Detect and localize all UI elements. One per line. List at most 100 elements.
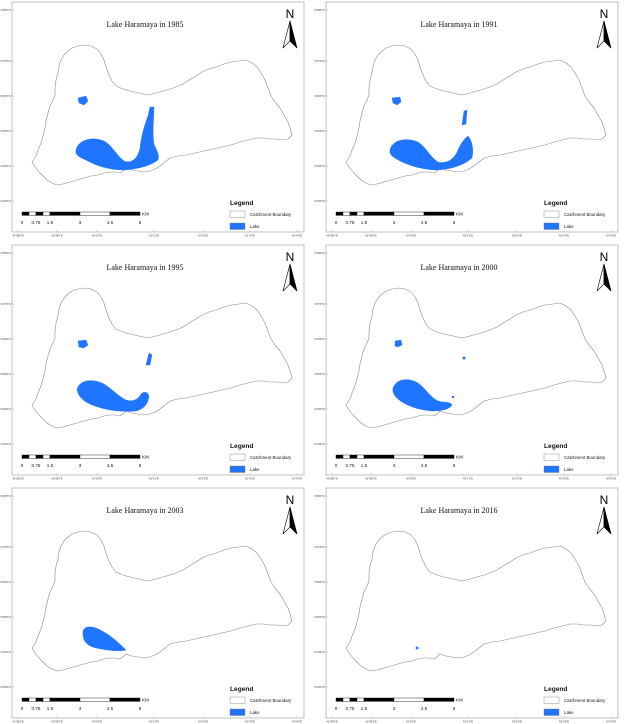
map-panel: 9°28'0"N 9°27'0"N 9°26'0"N 9°25'0"N 9°24'0"N…: [314, 486, 620, 724]
longitude-label: 42°4'0"E: [292, 720, 302, 724]
latitude-label: 9°26'0"N: [315, 94, 325, 98]
longitude-label: 42°1'0"E: [463, 477, 473, 481]
longitude-label: 42°1'0"E: [149, 720, 159, 724]
legend-swatch: [229, 210, 246, 218]
map-legend: Legend Catchment Boundary Lake: [543, 443, 606, 473]
north-arrow-right-half: [289, 20, 298, 49]
north-arrow: N: [282, 250, 298, 292]
scale-bar-segment: [42, 211, 51, 216]
latitude-label: 9°26'0"N: [1, 337, 11, 341]
scale-bar-segment: [349, 697, 358, 702]
scale-bar-label: 0: [335, 463, 338, 468]
map-panel: 9°28'0"N 9°27'0"N 9°26'0"N 9°25'0"N 9°24'0"N…: [0, 0, 306, 238]
north-arrow-right-half: [603, 20, 612, 49]
north-arrow: N: [596, 250, 612, 292]
map-svg: 9°28'0"N 9°27'0"N 9°26'0"N 9°25'0"N 9°24'0"N…: [315, 487, 619, 724]
lake-area: [145, 352, 153, 366]
longitude-label: 42°2'0"E: [512, 477, 522, 481]
longitude-label: 42°2'0"E: [512, 234, 522, 238]
latitude-label: 9°24'0"N: [1, 650, 11, 654]
north-label: N: [286, 493, 295, 507]
lake-area: [389, 135, 473, 171]
legend-item-label: Catchment Boundary: [564, 698, 606, 703]
scale-bar-label: 1.5: [47, 706, 54, 711]
legend-item-label: Lake: [564, 224, 574, 229]
legend-item-label: Lake: [250, 710, 260, 715]
scale-bar-segment: [42, 697, 51, 702]
legend-swatch: [229, 696, 246, 704]
lake-area: [77, 95, 89, 106]
north-arrow-right-half: [603, 506, 612, 535]
map-title: Lake Haramaya in 1985: [106, 20, 183, 29]
scale-bar-unit: KM: [456, 455, 463, 460]
north-arrow-right-half: [289, 506, 298, 535]
longitude-label: 41°59'0"E: [365, 234, 377, 238]
scale-bar-label: 3: [393, 463, 396, 468]
scale-bar-segment: [109, 211, 141, 216]
scale-bar-segment: [28, 697, 37, 702]
longitude-label: 42°0'0"E: [406, 477, 416, 481]
lake-area: [77, 339, 89, 349]
latitude-label: 9°23'0"N: [315, 199, 325, 203]
scale-bar-label: 3: [79, 463, 82, 468]
map-title: Lake Haramaya in 2000: [420, 263, 497, 272]
scale-bar-label: 0.75: [32, 706, 41, 711]
map-panel: 9°28'0"N 9°27'0"N 9°26'0"N 9°25'0"N 9°24'0"N…: [314, 0, 620, 238]
scale-bar-label: 1.5: [361, 220, 368, 225]
scale-bar-segment: [393, 697, 425, 702]
scale-bar-label: 0: [335, 220, 338, 225]
latitude-label: 9°27'0"N: [1, 59, 11, 63]
longitude-label: 42°4'0"E: [292, 234, 302, 238]
map-panel: 9°28'0"N 9°27'0"N 9°26'0"N 9°25'0"N 9°24'0"N…: [0, 243, 306, 481]
legend-swatch: [543, 453, 560, 461]
scale-bar-segment: [363, 697, 395, 702]
longitude-label: 42°3'0"E: [559, 720, 569, 724]
scale-bar-unit: KM: [142, 212, 149, 217]
lake-area: [391, 96, 402, 106]
lake-area: [76, 380, 150, 412]
longitude-label: 42°1'0"E: [149, 234, 159, 238]
north-arrow: N: [282, 7, 298, 49]
longitude-label: 41°59'0"E: [51, 234, 63, 238]
latitude-label: 9°24'0"N: [1, 407, 11, 411]
north-label: N: [600, 250, 609, 264]
scale-bar-label: 0.75: [346, 463, 355, 468]
scale-bar-label: 1.5: [47, 220, 54, 225]
scale-bar-segment: [28, 211, 37, 216]
map-title: Lake Haramaya in 2003: [106, 506, 183, 515]
scale-bar-unit: KM: [142, 698, 149, 703]
map-legend: Legend Catchment Boundary Lake: [229, 686, 292, 716]
longitude-label: 42°0'0"E: [92, 234, 102, 238]
scale-bar-segment: [79, 211, 111, 216]
scale-bar-label: 1.5: [361, 706, 368, 711]
legend-title: Legend: [544, 200, 567, 207]
map-svg: 9°28'0"N 9°27'0"N 9°26'0"N 9°25'0"N 9°24'0"N…: [315, 1, 619, 238]
longitude-label: 42°3'0"E: [245, 720, 255, 724]
latitude-label: 9°28'0"N: [315, 251, 325, 255]
latitude-label: 9°27'0"N: [315, 59, 325, 63]
scale-bar-segment: [49, 697, 81, 702]
legend-title: Legend: [230, 686, 253, 693]
scale-bar-label: 6: [453, 220, 456, 225]
longitude-label: 41°58'0"E: [326, 720, 338, 724]
longitude-label: 42°4'0"E: [292, 477, 302, 481]
legend-swatch: [543, 222, 560, 230]
scale-bar-segment: [35, 454, 44, 459]
legend-title: Legend: [230, 200, 253, 207]
latitude-label: 9°24'0"N: [1, 164, 11, 168]
scale-bar-segment: [335, 211, 344, 216]
legend-swatch: [543, 708, 560, 716]
scale-bar-segment: [42, 454, 51, 459]
map-legend: Legend Catchment Boundary Lake: [229, 443, 292, 473]
scale-bar: 0 0.75 1.5 3 4.5 6KM: [21, 212, 149, 226]
legend-title: Legend: [230, 443, 253, 450]
lake-area: [462, 356, 466, 360]
scale-bar-segment: [393, 211, 425, 216]
north-label: N: [286, 7, 295, 21]
scale-bar-segment: [21, 454, 30, 459]
scale-bar-unit: KM: [456, 212, 463, 217]
longitude-label: 41°58'0"E: [12, 477, 24, 481]
longitude-label: 42°2'0"E: [198, 720, 208, 724]
longitude-label: 42°0'0"E: [406, 234, 416, 238]
legend-swatch: [543, 210, 560, 218]
